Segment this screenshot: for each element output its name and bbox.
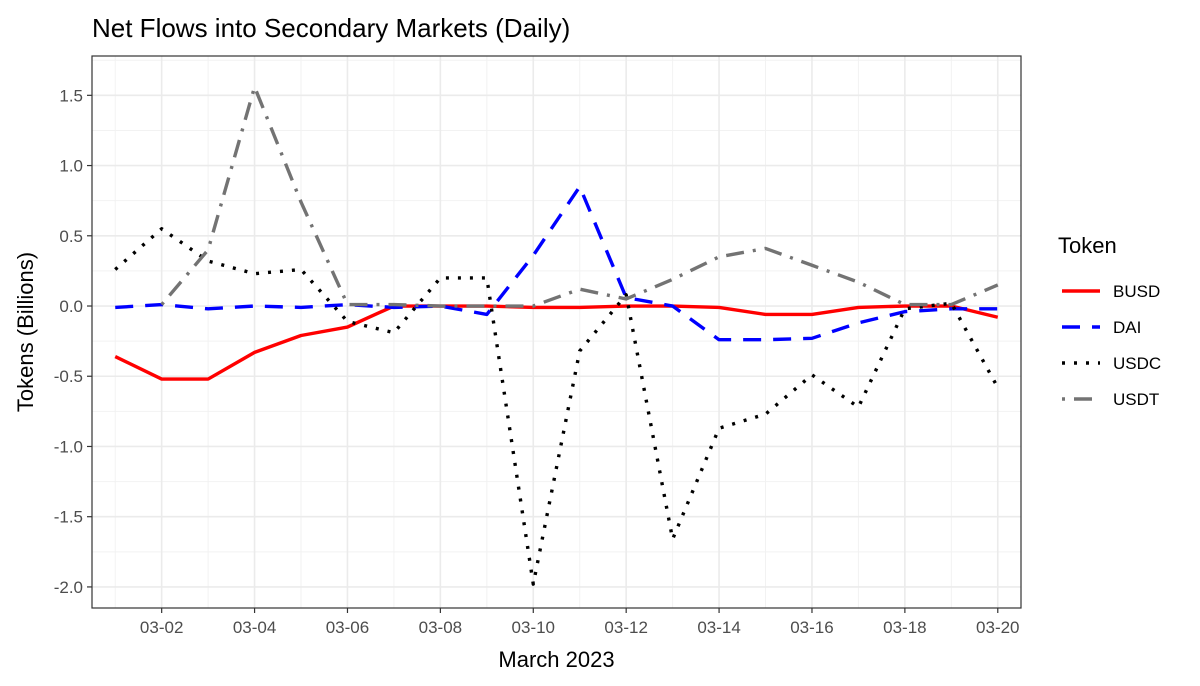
series-line-dai [115, 184, 998, 342]
y-tick-label: -1.0 [54, 437, 83, 456]
chart-title: Net Flows into Secondary Markets (Daily) [92, 13, 570, 43]
legend-label-dai: DAI [1113, 318, 1141, 337]
x-axis: 03-02 03-04 03-06 03-08 03-10 03-12 03-14 03-16… [140, 608, 1020, 637]
legend-title: Token [1058, 233, 1117, 258]
series-line-usdc [114, 227, 1000, 586]
y-axis: 1.5 1.0 0.5 0.0 -0.5 -1.0 -1.5 -2.0 [54, 86, 92, 597]
grid [92, 56, 1021, 608]
legend-label-usdt: USDT [1113, 390, 1159, 409]
y-tick-label: 0.0 [59, 297, 83, 316]
y-tick-label: -0.5 [54, 367, 83, 386]
x-tick-label: 03-04 [233, 618, 276, 637]
x-tick-label: 03-18 [883, 618, 926, 637]
series-lines [114, 85, 1000, 586]
x-tick-label: 03-08 [419, 618, 462, 637]
plot-panel-border [91, 55, 1022, 609]
x-tick-label: 03-14 [697, 618, 740, 637]
y-tick-label: -2.0 [54, 578, 83, 597]
series-line-busd [114, 304, 999, 381]
legend-label-busd: BUSD [1113, 282, 1160, 301]
x-tick-label: 03-12 [604, 618, 647, 637]
x-tick-label: 03-06 [326, 618, 369, 637]
plot-panel [92, 56, 1021, 608]
legend: Token BUSD DAI USDC USDT [1058, 233, 1161, 409]
y-axis-title: Tokens (Billions) [13, 252, 38, 412]
y-tick-label: 0.5 [59, 227, 83, 246]
y-tick-label: 1.5 [59, 86, 83, 105]
series-line-usdt [160, 85, 999, 308]
x-axis-title: March 2023 [498, 647, 614, 672]
legend-label-usdc: USDC [1113, 354, 1161, 373]
x-tick-label: 03-20 [976, 618, 1019, 637]
x-tick-label: 03-10 [512, 618, 555, 637]
y-tick-label: -1.5 [54, 508, 83, 527]
y-tick-label: 1.0 [59, 157, 83, 176]
x-tick-label: 03-16 [790, 618, 833, 637]
x-tick-label: 03-02 [140, 618, 183, 637]
